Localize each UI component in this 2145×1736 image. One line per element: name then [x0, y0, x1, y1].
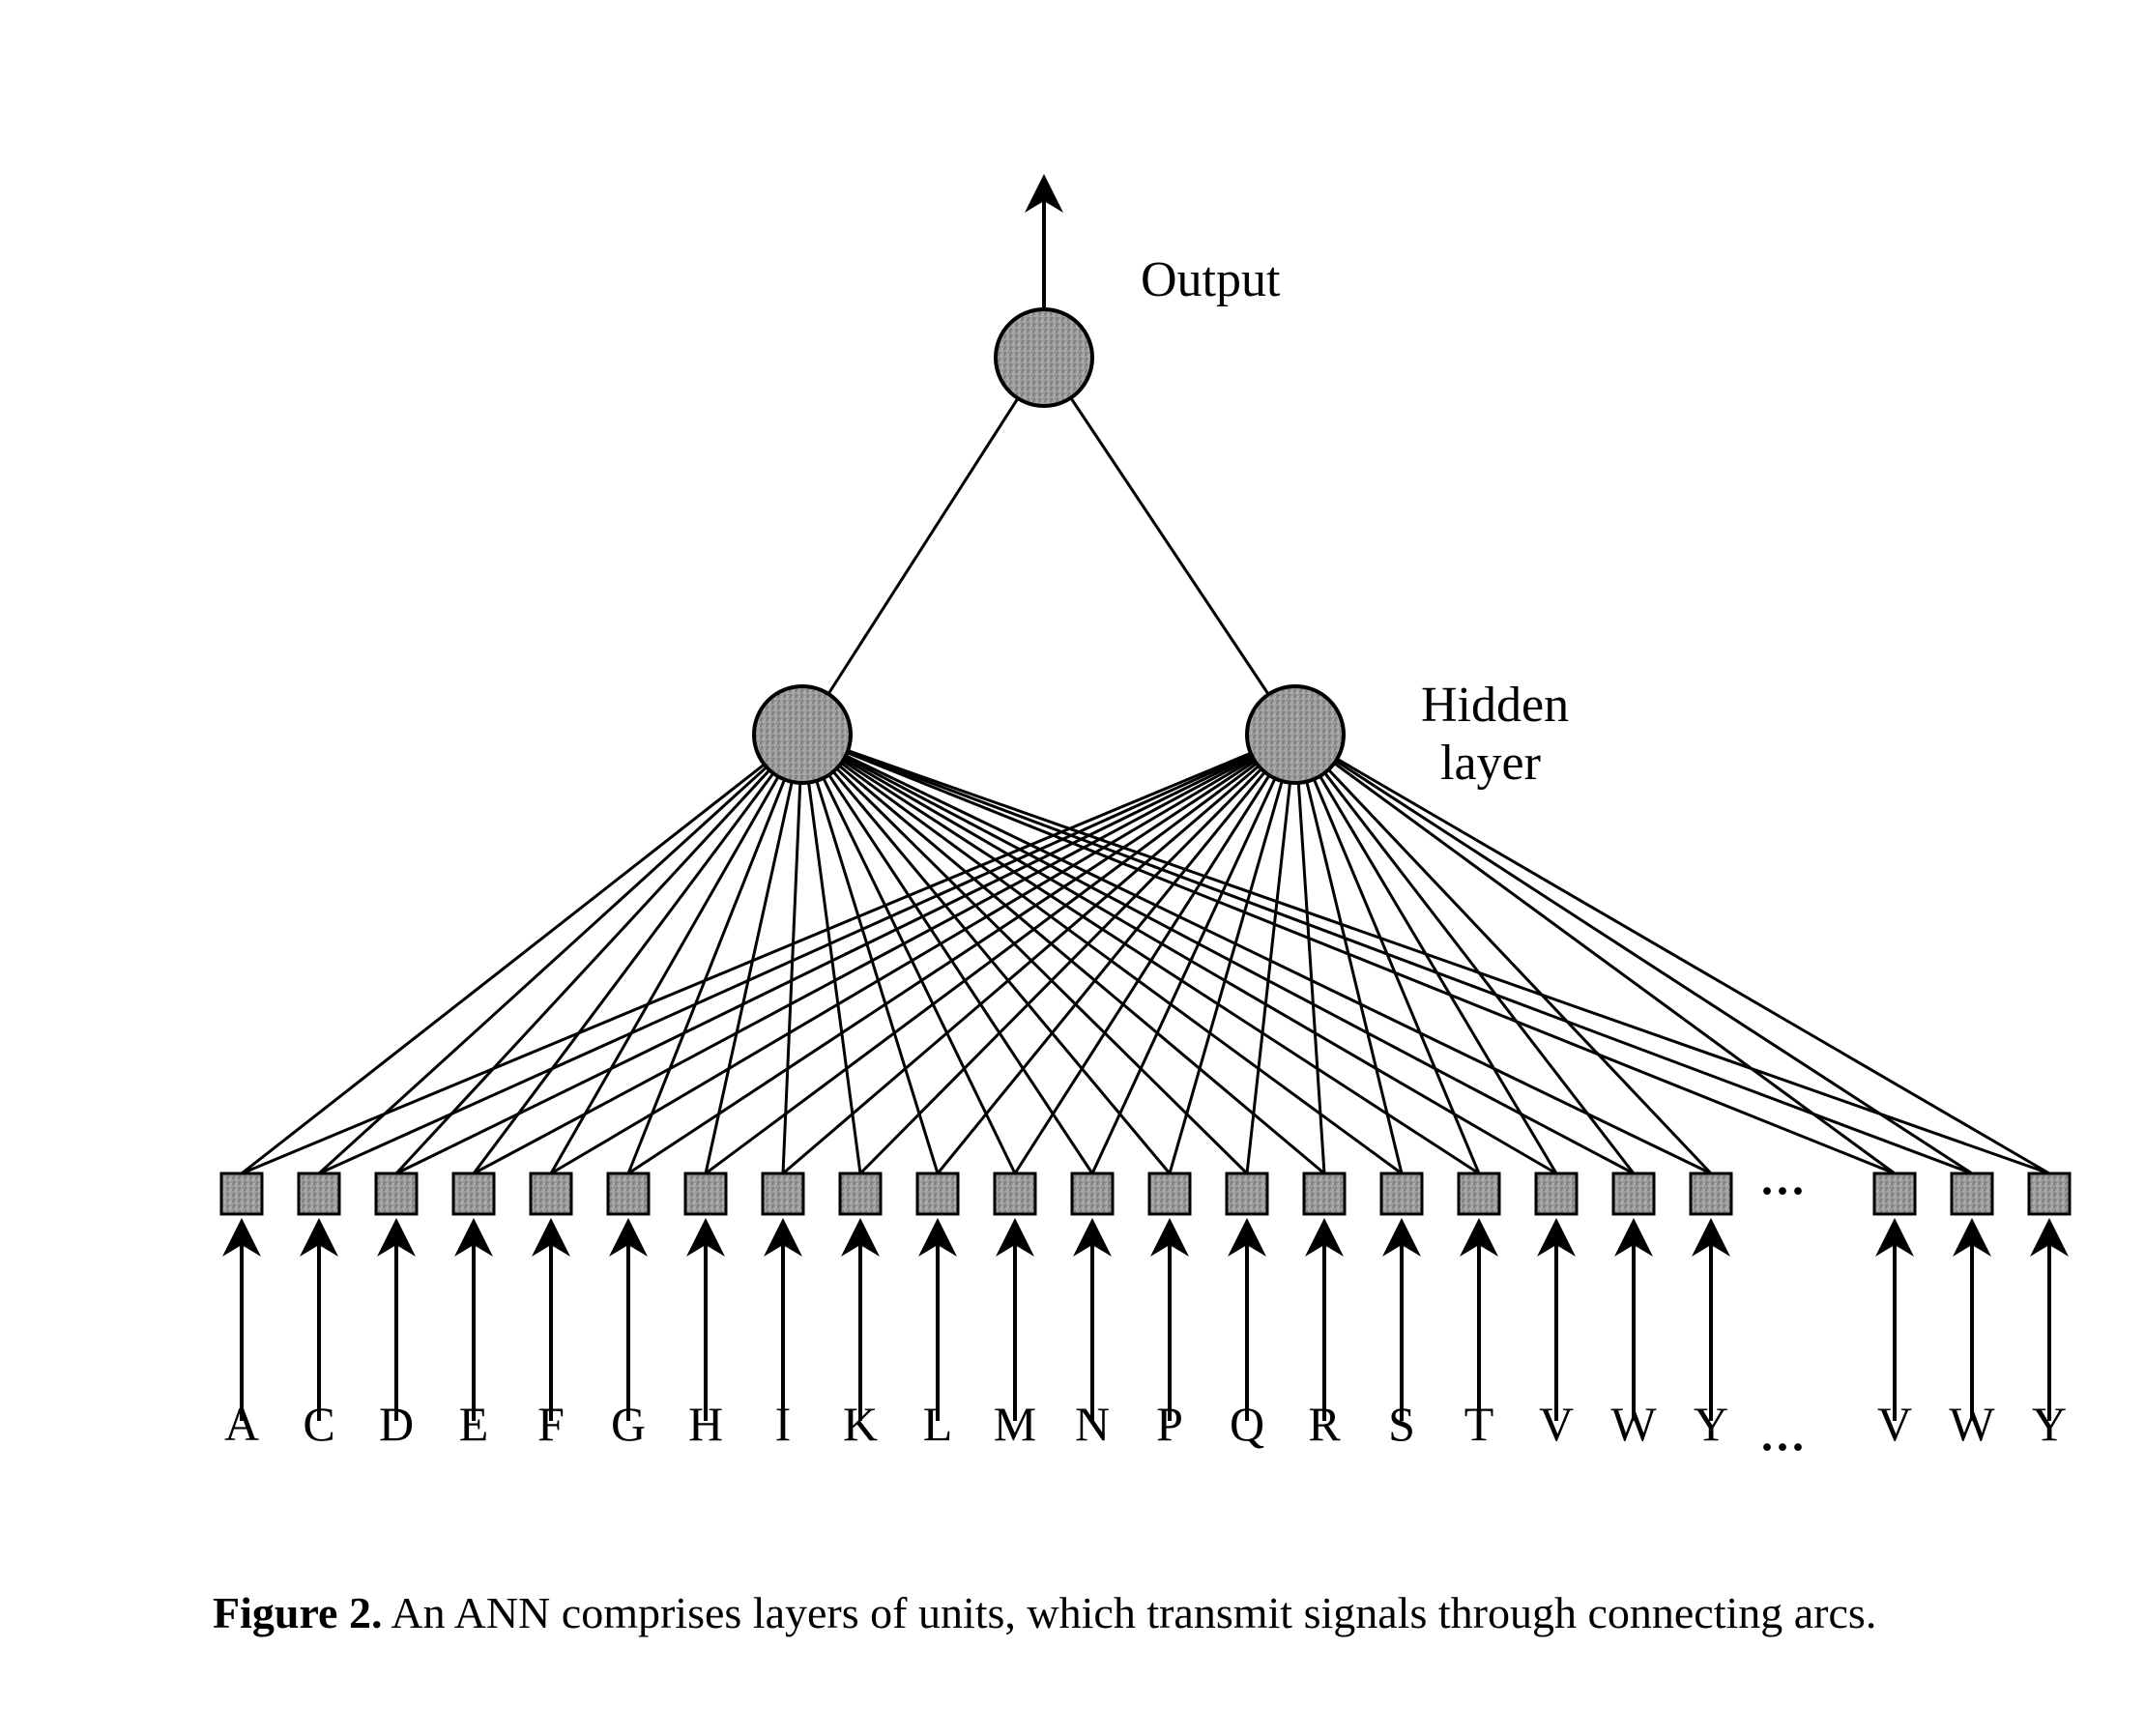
- input-box-20: [1874, 1173, 1915, 1214]
- input-box-10: [995, 1173, 1035, 1214]
- edge-hidden-input: [551, 735, 802, 1173]
- edge-hidden-input: [319, 735, 1295, 1173]
- input-letter-1: C: [303, 1397, 334, 1451]
- input-letter-6: H: [688, 1397, 723, 1451]
- input-box-1: [299, 1173, 339, 1214]
- edge-hidden-input: [628, 735, 802, 1173]
- edge-hidden-input: [1295, 735, 1711, 1173]
- input-letter-4: F: [537, 1397, 565, 1451]
- input-letter-17: V: [1539, 1397, 1574, 1451]
- ellipsis-bottom: ···: [1759, 1421, 1806, 1474]
- input-letter-19: Y: [1694, 1397, 1728, 1451]
- input-box-8: [840, 1173, 881, 1214]
- input-box-4: [531, 1173, 571, 1214]
- input-box-17: [1536, 1173, 1577, 1214]
- caption-text: An ANN comprises layers of units, which …: [382, 1588, 1876, 1637]
- input-box-19: [1691, 1173, 1731, 1214]
- figure-caption: Figure 2. An ANN comprises layers of uni…: [213, 1585, 1953, 1641]
- input-letter-14: R: [1308, 1397, 1341, 1451]
- input-box-7: [763, 1173, 803, 1214]
- input-letter-16: T: [1464, 1397, 1494, 1451]
- input-box-3: [453, 1173, 494, 1214]
- input-box-5: [608, 1173, 649, 1214]
- input-box-13: [1227, 1173, 1267, 1214]
- edge-hidden-input: [802, 735, 1015, 1173]
- edge-hidden-input: [1295, 735, 1556, 1173]
- input-letter-11: N: [1075, 1397, 1110, 1451]
- input-box-11: [1072, 1173, 1113, 1214]
- input-box-21: [1952, 1173, 1992, 1214]
- input-letter-9: L: [923, 1397, 953, 1451]
- edge-hidden-input: [1295, 735, 1972, 1173]
- edges-group: [242, 358, 2049, 1173]
- input-letter-18: W: [1610, 1397, 1657, 1451]
- input-box-14: [1304, 1173, 1345, 1214]
- ellipsis-top: ···: [1759, 1165, 1806, 1218]
- input-box-18: [1613, 1173, 1654, 1214]
- caption-prefix: Figure 2.: [213, 1588, 382, 1637]
- input-letter-12: P: [1156, 1397, 1183, 1451]
- input-letter-22: Y: [2032, 1397, 2067, 1451]
- edge-hidden-input: [802, 735, 1711, 1173]
- edge-hidden-output: [1044, 358, 1295, 735]
- input-letter-20: V: [1877, 1397, 1912, 1451]
- input-box-9: [917, 1173, 958, 1214]
- hidden-label-line2: layer: [1440, 735, 1541, 792]
- input-letter-2: D: [379, 1397, 414, 1451]
- ann-diagram-svg: ACDEFGHIKLMNPQRSTVWYVWY: [0, 0, 2145, 1736]
- hidden-node-0: [754, 686, 851, 783]
- input-box-2: [376, 1173, 417, 1214]
- hidden-label-line1: Hidden: [1421, 677, 1569, 734]
- input-letter-5: G: [611, 1397, 646, 1451]
- edge-hidden-input: [551, 735, 1295, 1173]
- edge-hidden-input: [802, 735, 1324, 1173]
- input-box-6: [685, 1173, 726, 1214]
- input-box-16: [1459, 1173, 1499, 1214]
- input-letter-10: M: [994, 1397, 1036, 1451]
- edge-hidden-input: [1295, 735, 2049, 1173]
- input-box-22: [2029, 1173, 2070, 1214]
- figure-container: ACDEFGHIKLMNPQRSTVWYVWY Output Hidden la…: [0, 0, 2145, 1736]
- edge-hidden-input: [802, 735, 860, 1173]
- input-box-0: [221, 1173, 262, 1214]
- input-letter-8: K: [843, 1397, 878, 1451]
- output-label: Output: [1141, 251, 1280, 308]
- output-node: [996, 309, 1092, 406]
- input-letter-21: W: [1949, 1397, 1995, 1451]
- input-box-12: [1149, 1173, 1190, 1214]
- input-letter-15: S: [1388, 1397, 1415, 1451]
- input-letter-13: Q: [1230, 1397, 1264, 1451]
- edge-hidden-input: [242, 735, 1295, 1173]
- input-letter-7: I: [775, 1397, 792, 1451]
- edge-hidden-output: [802, 358, 1044, 735]
- edge-hidden-input: [474, 735, 1295, 1173]
- input-letter-0: A: [224, 1397, 259, 1451]
- edge-hidden-input: [1170, 735, 1295, 1173]
- input-letter-3: E: [459, 1397, 489, 1451]
- hidden-node-1: [1247, 686, 1344, 783]
- input-box-15: [1381, 1173, 1422, 1214]
- nodes-group: [754, 309, 1344, 783]
